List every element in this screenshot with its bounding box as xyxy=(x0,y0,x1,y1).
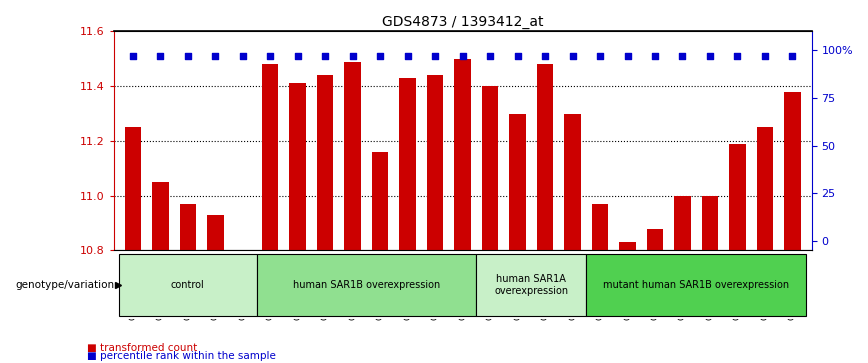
Title: GDS4873 / 1393412_at: GDS4873 / 1393412_at xyxy=(382,15,543,29)
Point xyxy=(236,53,250,59)
Bar xyxy=(784,92,800,250)
Point xyxy=(510,53,524,59)
Bar xyxy=(564,114,581,250)
Point xyxy=(621,53,635,59)
Bar xyxy=(477,254,586,315)
Point xyxy=(703,53,717,59)
Point xyxy=(648,53,662,59)
Bar xyxy=(701,196,718,250)
Point xyxy=(208,53,222,59)
Point xyxy=(538,53,552,59)
Point xyxy=(291,53,305,59)
Point xyxy=(345,53,359,59)
Point xyxy=(373,53,387,59)
Point xyxy=(456,53,470,59)
Bar xyxy=(399,78,416,250)
Bar xyxy=(427,75,444,250)
Bar xyxy=(262,64,279,250)
Text: genotype/variation: genotype/variation xyxy=(15,280,115,290)
Text: mutant human SAR1B overexpression: mutant human SAR1B overexpression xyxy=(603,280,789,290)
Bar xyxy=(207,215,224,250)
Bar xyxy=(180,204,196,250)
Text: human SAR1B overexpression: human SAR1B overexpression xyxy=(293,280,440,290)
Bar xyxy=(586,254,806,315)
Text: ■ percentile rank within the sample: ■ percentile rank within the sample xyxy=(87,351,276,361)
Bar xyxy=(372,152,388,250)
Point xyxy=(566,53,580,59)
Point xyxy=(483,53,497,59)
Bar xyxy=(317,75,333,250)
Bar xyxy=(290,83,306,250)
Point xyxy=(428,53,442,59)
Point xyxy=(401,53,415,59)
Point xyxy=(154,53,168,59)
Bar xyxy=(674,196,691,250)
Bar xyxy=(536,64,553,250)
Point xyxy=(675,53,689,59)
Bar xyxy=(257,254,477,315)
Bar xyxy=(592,204,608,250)
Bar xyxy=(647,229,663,250)
Text: human SAR1A
overexpression: human SAR1A overexpression xyxy=(494,274,569,295)
Point xyxy=(126,53,140,59)
Bar xyxy=(119,254,257,315)
Bar xyxy=(757,127,773,250)
Bar xyxy=(345,62,361,250)
Bar xyxy=(482,86,498,250)
Point xyxy=(263,53,277,59)
Point xyxy=(731,53,745,59)
Bar xyxy=(510,114,526,250)
Bar xyxy=(152,182,168,250)
Bar xyxy=(125,127,141,250)
Point xyxy=(319,53,332,59)
Bar xyxy=(454,59,470,250)
Bar xyxy=(729,144,746,250)
Point xyxy=(593,53,607,59)
Point xyxy=(758,53,772,59)
Point xyxy=(181,53,194,59)
Bar xyxy=(619,242,635,250)
Text: control: control xyxy=(171,280,205,290)
Text: ■ transformed count: ■ transformed count xyxy=(87,343,197,353)
Point xyxy=(786,53,799,59)
